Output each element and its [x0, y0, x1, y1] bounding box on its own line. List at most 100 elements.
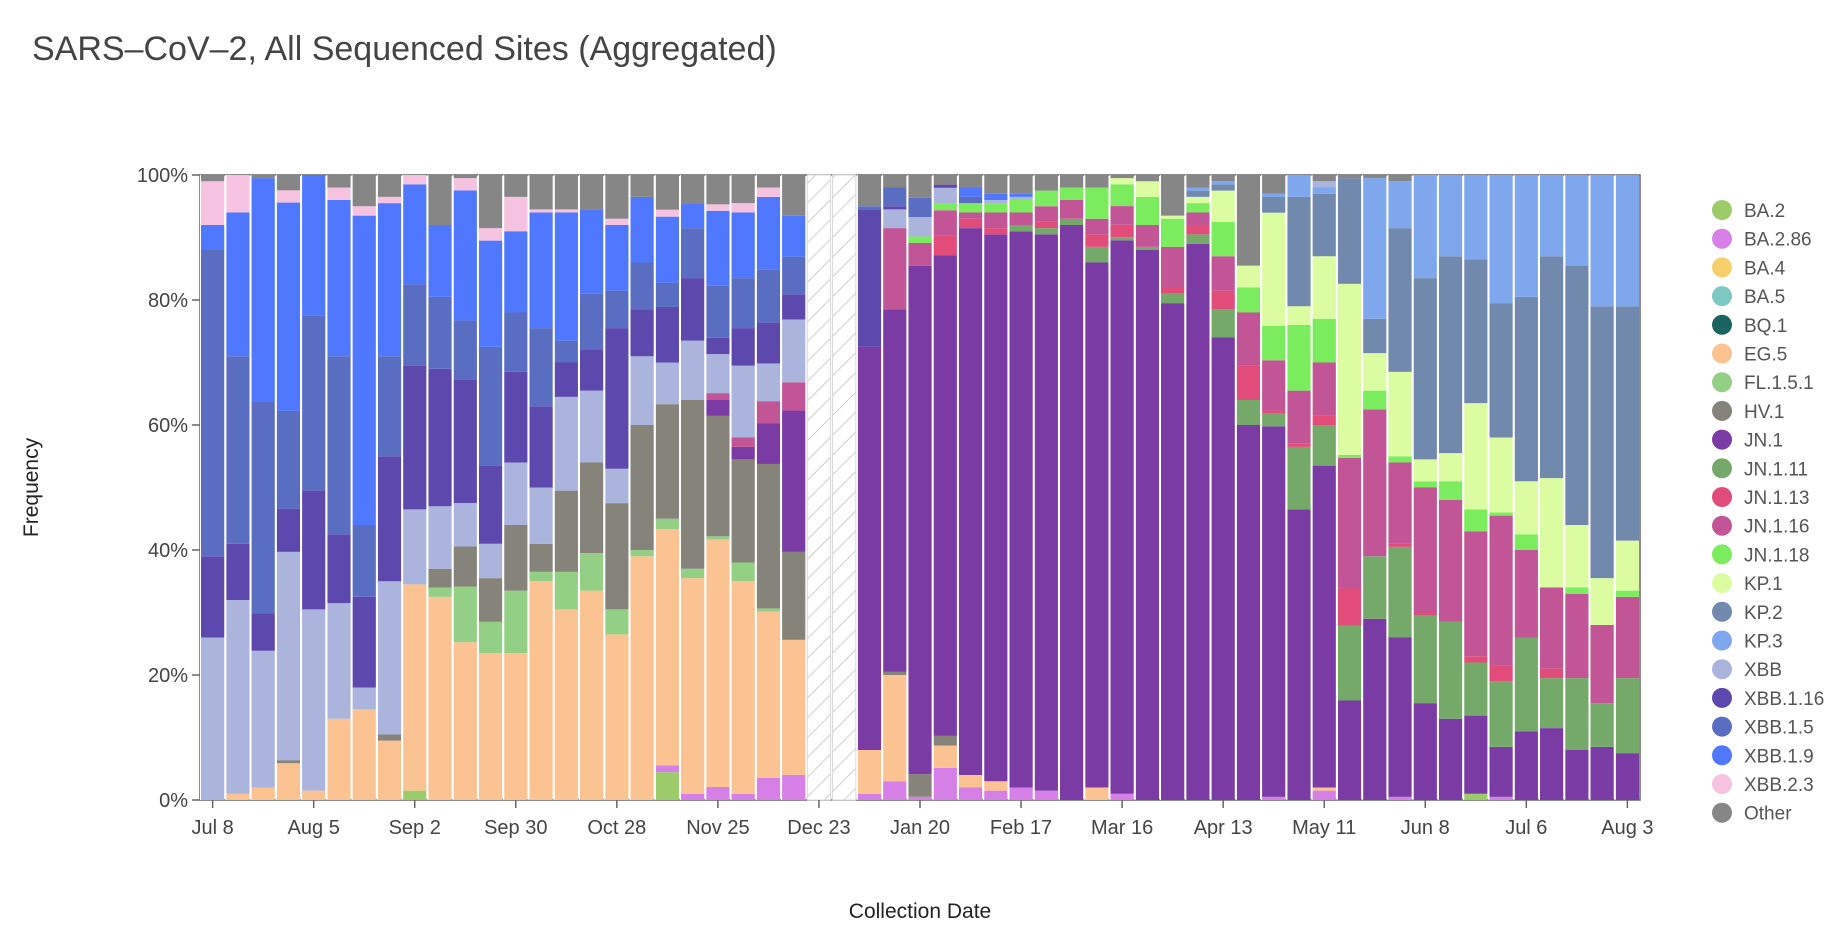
- bar-week-50[interactable]: [1463, 175, 1488, 800]
- bar-segment-kp-2[interactable]: [1615, 306, 1639, 541]
- legend-item-xbb-1-5[interactable]: XBB.1.5: [1712, 716, 1814, 739]
- bar-segment-xbb[interactable]: [731, 365, 755, 438]
- bar-segment-kp-1[interactable]: [1615, 540, 1639, 591]
- bar-segment-xbb-1-5[interactable]: [908, 197, 932, 218]
- bar-segment-xbb-1-16[interactable]: [529, 406, 553, 488]
- bar-segment-kp-3[interactable]: [1262, 193, 1286, 197]
- bar-segment-jn-1[interactable]: [1539, 728, 1564, 800]
- bar-segment-jn-1-11[interactable]: [1438, 621, 1463, 719]
- bar-segment-jn-1-16[interactable]: [908, 243, 932, 266]
- bar-segment-jn-1[interactable]: [1085, 262, 1109, 788]
- bar-week-14[interactable]: [553, 175, 578, 800]
- bar-segment-jn-1-11[interactable]: [1135, 246, 1159, 250]
- bar-segment-hv-1[interactable]: [554, 490, 578, 572]
- bar-segment-xbb-1-5[interactable]: [302, 315, 326, 491]
- bar-segment-other[interactable]: [1110, 175, 1134, 179]
- bar-segment-xbb-1-5[interactable]: [453, 320, 477, 380]
- bar-segment-jn-1-13[interactable]: [958, 218, 983, 229]
- bar-segment-kp-2[interactable]: [1539, 256, 1564, 479]
- legend-item-ba-5[interactable]: BA.5: [1712, 286, 1785, 308]
- bar-segment-jn-1-13[interactable]: [1388, 543, 1412, 547]
- bar-segment-xbb[interactable]: [302, 609, 326, 791]
- bar-segment-kp-1[interactable]: [1363, 353, 1387, 391]
- bar-segment-ba-2-86[interactable]: [984, 790, 1008, 800]
- bar-segment-other[interactable]: [1312, 175, 1336, 182]
- bar-segment-other[interactable]: [504, 175, 528, 197]
- bar-segment-kp-1[interactable]: [1464, 403, 1488, 510]
- bar-segment-hv-1[interactable]: [782, 551, 806, 640]
- bar-segment-jn-1-11[interactable]: [1262, 413, 1286, 427]
- bar-segment-jn-1-13[interactable]: [1337, 588, 1362, 626]
- bar-segment-eg-5[interactable]: [302, 790, 326, 800]
- bar-segment-xbb-1-5[interactable]: [276, 410, 301, 509]
- bar-week-15[interactable]: [578, 175, 604, 800]
- bar-segment-fl-1-5-1[interactable]: [681, 568, 705, 579]
- bar-week-48[interactable]: [1412, 175, 1437, 800]
- bar-segment-ba-2[interactable]: [1464, 793, 1488, 800]
- bar-segment-xbb[interactable]: [579, 390, 604, 463]
- bar-segment-xbb-2-3[interactable]: [706, 204, 730, 211]
- bar-segment-jn-1-18[interactable]: [1110, 184, 1134, 207]
- bar-segment-kp-3[interactable]: [1590, 175, 1614, 307]
- bar-segment-other[interactable]: [731, 175, 755, 204]
- bar-segment-xbb[interactable]: [554, 396, 578, 491]
- bar-segment-xbb-2-3[interactable]: [655, 209, 679, 217]
- bar-segment-ba-2-86[interactable]: [1489, 796, 1513, 800]
- bar-segment-xbb-1-9[interactable]: [554, 212, 578, 341]
- bar-segment-kp-3[interactable]: [1287, 175, 1311, 197]
- bar-segment-xbb-1-9[interactable]: [201, 225, 225, 250]
- legend-item-eg-5[interactable]: EG.5: [1712, 343, 1787, 366]
- bar-segment-xbb-1-5[interactable]: [782, 256, 806, 295]
- bar-segment-jn-1-16[interactable]: [883, 228, 907, 310]
- bar-segment-fl-1-5-1[interactable]: [605, 609, 629, 635]
- bar-segment-kp-3[interactable]: [1539, 175, 1564, 257]
- bar-segment-xbb-2-3[interactable]: [554, 209, 578, 213]
- bar-segment-jn-1[interactable]: [1363, 618, 1387, 800]
- bar-segment-kp-3[interactable]: [1438, 175, 1463, 257]
- bar-segment-jn-1-13[interactable]: [1262, 410, 1286, 414]
- bar-week-51[interactable]: [1488, 175, 1513, 800]
- bar-segment-eg-5[interactable]: [377, 740, 402, 800]
- bar-segment-jn-1[interactable]: [1312, 465, 1336, 788]
- bar-segment-xbb-1-9[interactable]: [984, 193, 1008, 200]
- bar-segment-eg-5[interactable]: [883, 675, 907, 782]
- bar-week-38[interactable]: [1160, 175, 1185, 800]
- bar-segment-jn-1[interactable]: [1337, 700, 1362, 800]
- bar-segment-xbb-1-16[interactable]: [782, 294, 806, 320]
- bar-segment-jn-1[interactable]: [1110, 240, 1134, 794]
- bar-week-17[interactable]: [629, 175, 654, 800]
- legend-item-ba-2-86[interactable]: BA.2.86: [1712, 228, 1812, 251]
- bar-segment-xbb-1-5[interactable]: [655, 282, 679, 307]
- bar-segment-jn-1-11[interactable]: [1413, 615, 1437, 704]
- bar-week-20[interactable]: [705, 175, 730, 800]
- bar-week-8[interactable]: [402, 175, 427, 800]
- bar-segment-hv-1[interactable]: [655, 404, 679, 519]
- bar-segment-other[interactable]: [1135, 175, 1159, 182]
- bar-segment-xbb[interactable]: [504, 462, 528, 526]
- bar-segment-jn-1-11[interactable]: [1186, 234, 1210, 244]
- bar-segment-jn-1-11[interactable]: [1615, 678, 1639, 754]
- bar-segment-xbb-1-16[interactable]: [226, 543, 250, 600]
- bar-segment-xbb-1-9[interactable]: [478, 240, 503, 347]
- bar-segment-kp-1[interactable]: [1287, 306, 1311, 325]
- bar-segment-jn-1[interactable]: [984, 234, 1008, 782]
- bar-segment-other[interactable]: [933, 175, 957, 185]
- bar-segment-kp-2[interactable]: [1413, 278, 1437, 460]
- bar-segment-jn-1-13[interactable]: [1034, 221, 1058, 229]
- bar-segment-fl-1-5-1[interactable]: [529, 571, 553, 582]
- bar-segment-xbb-1-9[interactable]: [681, 203, 705, 229]
- bar-segment-hv-1[interactable]: [504, 525, 528, 591]
- bar-segment-jn-1[interactable]: [1034, 234, 1058, 791]
- bar-segment-xbb-1-5[interactable]: [579, 293, 604, 350]
- bar-segment-xbb-1-9[interactable]: [251, 178, 275, 402]
- bar-segment-jn-1-18[interactable]: [1059, 187, 1084, 201]
- bar-segment-kp-1[interactable]: [1110, 178, 1134, 185]
- bar-segment-hv-1[interactable]: [428, 568, 452, 588]
- bar-segment-kp-1[interactable]: [1565, 525, 1589, 588]
- bar-segment-hv-1[interactable]: [756, 463, 781, 609]
- bar-segment-xbb-1-9[interactable]: [1009, 193, 1033, 197]
- bar-segment-kp-1[interactable]: [1161, 215, 1185, 219]
- bar-segment-other[interactable]: [984, 175, 1008, 194]
- bar-segment-xbb-1-5[interactable]: [529, 328, 553, 407]
- bar-segment-jn-1-13[interactable]: [1464, 656, 1488, 663]
